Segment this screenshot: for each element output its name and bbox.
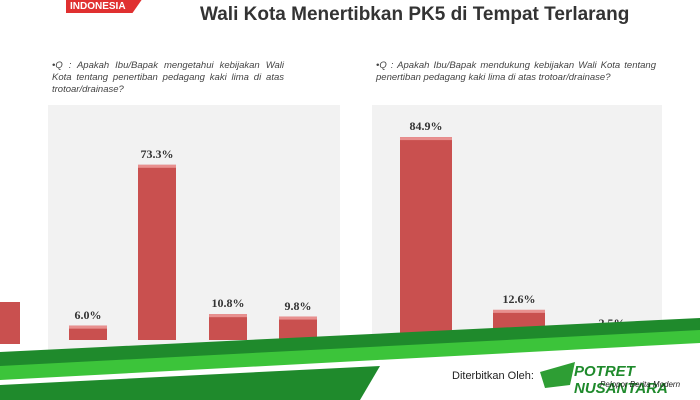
swoosh-light [0,330,700,384]
bar [138,164,176,340]
swoosh-bottom [0,366,380,400]
bar [69,325,107,340]
bar-highlight [209,314,247,318]
question: •Q : Apakah Ibu/Bapak mendukung kebijaka… [376,60,656,83]
brand-tag: INDONESIA [66,0,142,13]
logo-icon [540,362,575,388]
bar-highlight [279,316,317,320]
bar-highlight [69,325,107,329]
value-label: 6.0% [74,307,102,322]
bar-highlight [400,137,452,141]
bar [279,316,317,340]
bar [400,137,452,340]
page-title: Wali Kota Menertibkan PK5 di Tempat Terl… [200,4,630,25]
value-label: 12.6% [502,291,536,306]
publisher-tagline: Pelopor Berita Modern [600,380,681,389]
value-label: 9.8% [284,298,312,313]
bar-highlight [138,164,176,168]
bar-highlight [493,309,545,313]
publisher-label: Diterbitkan Oleh: [452,370,534,382]
publisher-name: POTRET NUSANTARA [574,363,668,397]
value-label: 73.3% [140,146,174,161]
question: •Q : Apakah Ibu/Bapak mengetahui kebijak… [52,60,284,95]
bar [209,314,247,340]
value-label: 84.9% [409,119,443,134]
value-label: 10.8% [211,296,245,311]
edge-decoration [0,302,20,344]
